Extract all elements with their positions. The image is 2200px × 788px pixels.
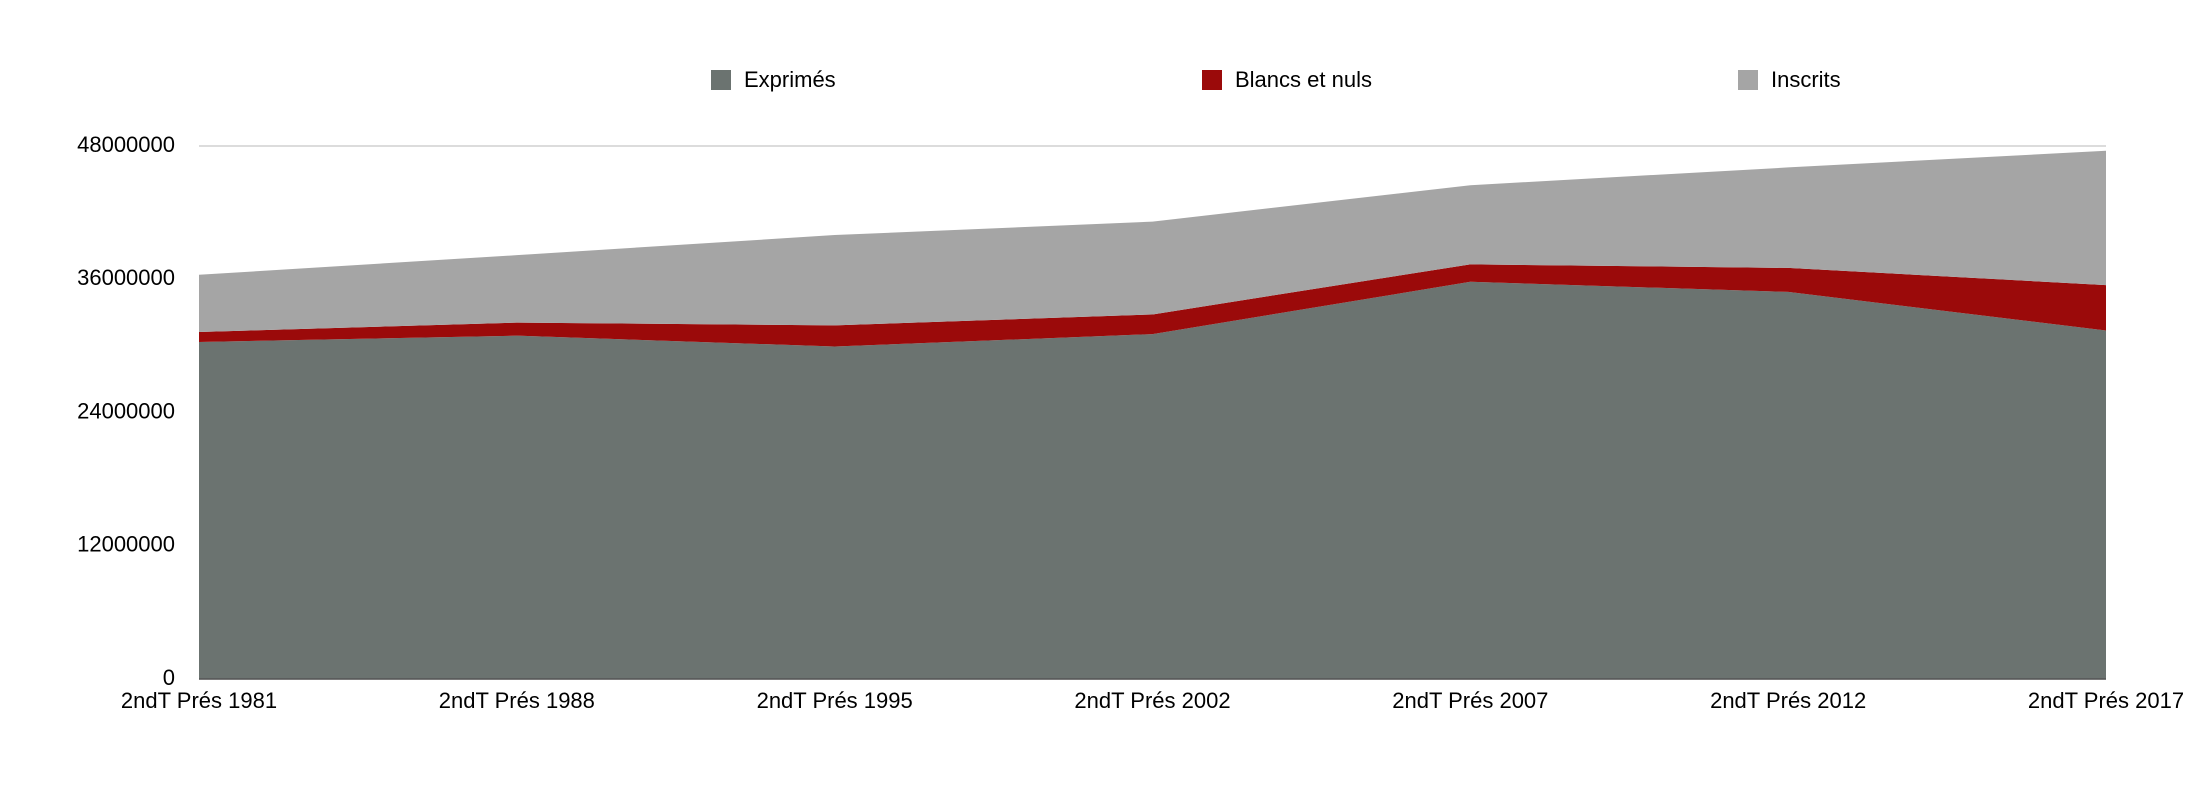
legend-swatch (1738, 70, 1758, 90)
x-tick-label: 2ndT Prés 2007 (1392, 688, 1548, 713)
legend-label: Inscrits (1771, 67, 1841, 92)
legend-swatch (711, 70, 731, 90)
legend-swatch (1202, 70, 1222, 90)
x-tick-label: 2ndT Prés 1988 (439, 688, 595, 713)
y-tick-label: 12000000 (77, 532, 175, 557)
y-tick-label: 0 (163, 665, 175, 690)
y-tick-label: 48000000 (77, 132, 175, 157)
x-tick-label: 2ndT Prés 2002 (1074, 688, 1230, 713)
legend-label: Blancs et nuls (1235, 67, 1372, 92)
area (199, 281, 2106, 679)
area (199, 150, 2106, 332)
x-tick-label: 2ndT Prés 2017 (2028, 688, 2184, 713)
x-tick-label: 2ndT Prés 1995 (757, 688, 913, 713)
x-tick-label: 2ndT Prés 1981 (121, 688, 277, 713)
y-tick-label: 36000000 (77, 265, 175, 290)
area (199, 264, 2106, 347)
legend-label: Exprimés (744, 67, 836, 92)
x-tick-label: 2ndT Prés 2012 (1710, 688, 1866, 713)
y-tick-label: 24000000 (77, 398, 175, 423)
